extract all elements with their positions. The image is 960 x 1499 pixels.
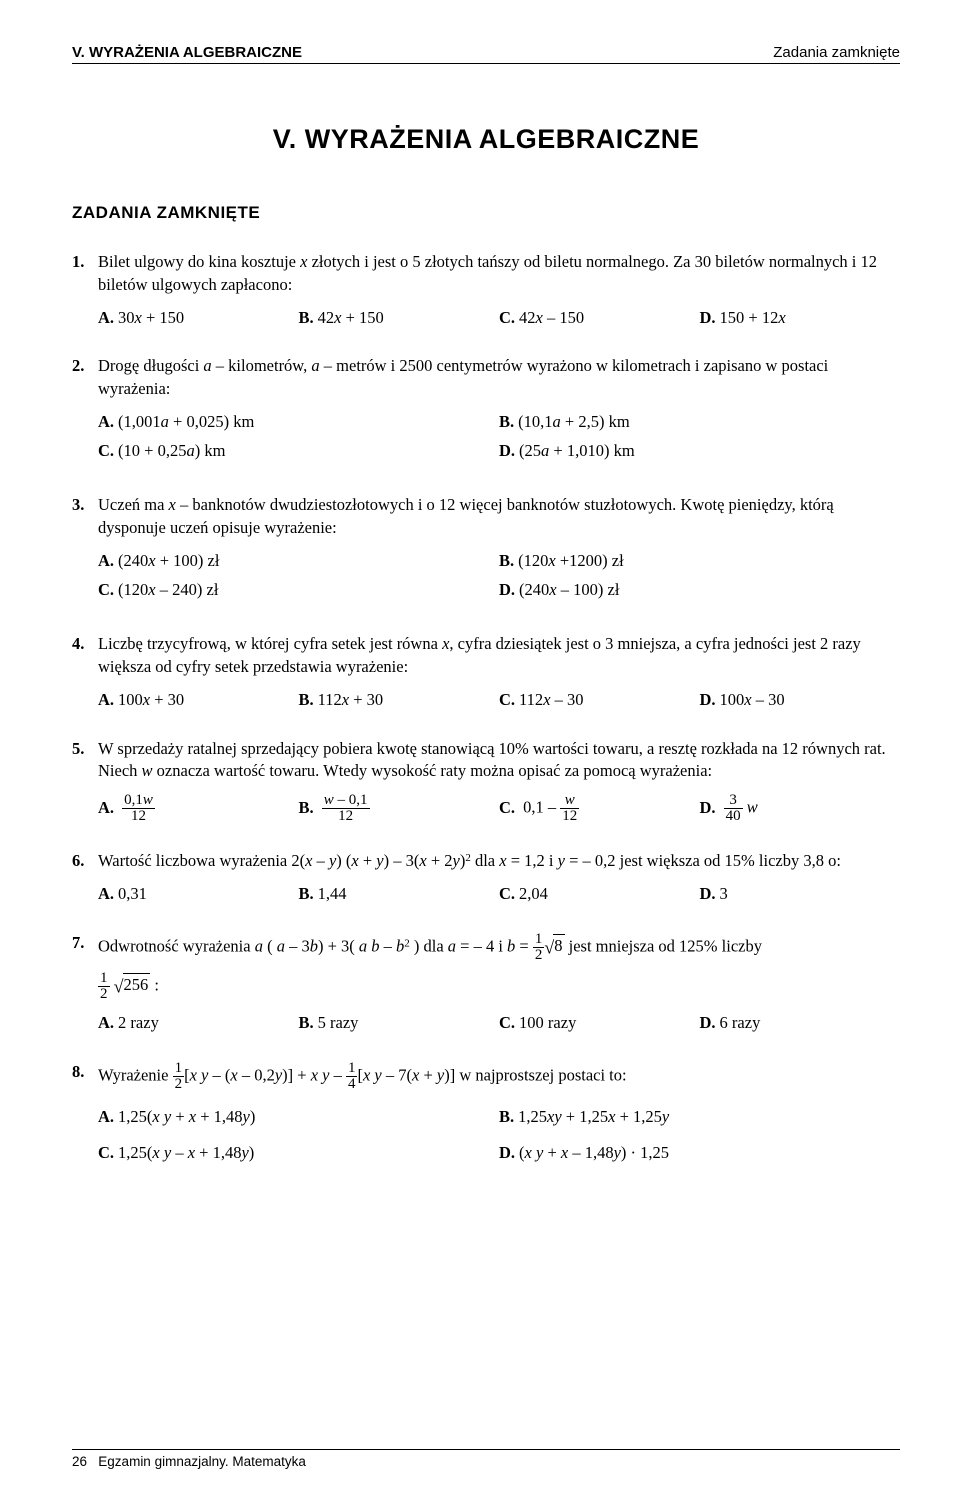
q2-number: 2. — [72, 355, 98, 401]
q4-text: Liczbę trzycyfrową, w której cyfra setek… — [98, 633, 900, 679]
q5-opt-b: B. w – 0,112 — [299, 793, 500, 824]
question-5: 5. W sprzedaży ratalnej sprzedający pobi… — [72, 738, 900, 825]
question-2: 2. Drogę długości a – kilometrów, a – me… — [72, 355, 900, 468]
q5-opt-d: D. 340 w — [700, 793, 901, 824]
q6-opt-d: D.3 — [700, 883, 901, 906]
q7-opt-b: B.5 razy — [299, 1012, 500, 1035]
q2-opt-c: C.(10 + 0,25a) km — [98, 440, 499, 463]
main-title: V. WYRAŻENIA ALGEBRAICZNE — [72, 124, 900, 155]
q3-opt-b: B.(120x +1200) zł — [499, 550, 900, 573]
q4-opt-d: D.100x – 30 — [700, 689, 901, 712]
q7-opt-a: A.2 razy — [98, 1012, 299, 1035]
footer-text: Egzamin gimnazjalny. Matematyka — [98, 1454, 306, 1469]
q1-options: A.30x + 150 B.42x + 150 C.42x – 150 D.15… — [98, 307, 900, 330]
q5-options: A. 0,1w12 B. w – 0,112 C. 0,1 – w12 D. 3… — [98, 793, 900, 824]
q8-opt-d: D.(x y + x – 1,48y) · 1,25 — [499, 1142, 900, 1165]
q3-options: A.(240x + 100) zł B.(120x +1200) zł C.(1… — [98, 550, 900, 608]
q8-opt-a: A.1,25(x y + x + 1,48y) — [98, 1106, 499, 1129]
q1-opt-c: C.42x – 150 — [499, 307, 700, 330]
q4-options: A.100x + 30 B.112x + 30 C.112x – 30 D.10… — [98, 689, 900, 712]
q3-opt-d: D.(240x – 100) zł — [499, 579, 900, 602]
q1-text: Bilet ulgowy do kina kosztuje x złotych … — [98, 251, 900, 297]
q4-opt-b: B.112x + 30 — [299, 689, 500, 712]
q2-opt-b: B.(10,1a + 2,5) km — [499, 411, 900, 434]
q2-opt-a: A.(1,001a + 0,025) km — [98, 411, 499, 434]
q8-opt-b: B.1,25xy + 1,25x + 1,25y — [499, 1106, 900, 1129]
q6-number: 6. — [72, 850, 98, 873]
q6-options: A.0,31 B.1,44 C.2,04 D.3 — [98, 883, 900, 906]
q2-opt-d: D.(25a + 1,010) km — [499, 440, 900, 463]
q8-text: Wyrażenie 12[x y – (x – 0,2y)] + x y – 1… — [98, 1061, 900, 1092]
q5-text: W sprzedaży ratalnej sprzedający pobiera… — [98, 738, 900, 784]
section-title: ZADANIA ZAMKNIĘTE — [72, 203, 900, 223]
q2-text: Drogę długości a – kilometrów, a – metró… — [98, 355, 900, 401]
q7-opt-c: C.100 razy — [499, 1012, 700, 1035]
q3-opt-c: C.(120x – 240) zł — [98, 579, 499, 602]
q7-text: Odwrotność wyrażenia a ( a – 3b) + 3( a … — [98, 932, 900, 1002]
q8-number: 8. — [72, 1061, 98, 1092]
q1-opt-a: A.30x + 150 — [98, 307, 299, 330]
q7-options: A.2 razy B.5 razy C.100 razy D.6 razy — [98, 1012, 900, 1035]
q3-text: Uczeń ma x – banknotów dwudziestozłotowy… — [98, 494, 900, 540]
q6-opt-b: B.1,44 — [299, 883, 500, 906]
page-number: 26 — [72, 1454, 87, 1469]
q6-opt-a: A.0,31 — [98, 883, 299, 906]
q8-options: A.1,25(x y + x + 1,48y) B.1,25xy + 1,25x… — [98, 1106, 900, 1172]
question-8: 8. Wyrażenie 12[x y – (x – 0,2y)] + x y … — [72, 1061, 900, 1172]
q7-number: 7. — [72, 932, 98, 1002]
q1-text-a: Bilet ulgowy do kina kosztuje — [98, 252, 300, 271]
q8-opt-c: C.1,25(x y – x + 1,48y) — [98, 1142, 499, 1165]
q4-opt-c: C.112x – 30 — [499, 689, 700, 712]
q1-opt-d: D.150 + 12x — [700, 307, 901, 330]
q6-text: Wartość liczbowa wyrażenia 2(x – y) (x +… — [98, 850, 900, 873]
q3-opt-a: A.(240x + 100) zł — [98, 550, 499, 573]
q1-number: 1. — [72, 251, 98, 297]
question-3: 3. Uczeń ma x – banknotów dwudziestozłot… — [72, 494, 900, 607]
q6-opt-c: C.2,04 — [499, 883, 700, 906]
q3-number: 3. — [72, 494, 98, 540]
q5-opt-a: A. 0,1w12 — [98, 793, 299, 824]
q4-number: 4. — [72, 633, 98, 679]
question-7: 7. Odwrotność wyrażenia a ( a – 3b) + 3(… — [72, 932, 900, 1035]
question-1: 1. Bilet ulgowy do kina kosztuje x złoty… — [72, 251, 900, 329]
q5-number: 5. — [72, 738, 98, 784]
page: V. WYRAŻENIA ALGEBRAICZNE Zadania zamkni… — [0, 0, 960, 1499]
q5-opt-c: C. 0,1 – w12 — [499, 793, 700, 824]
page-footer: 26 Egzamin gimnazjalny. Matematyka — [72, 1449, 900, 1469]
q2-options: A.(1,001a + 0,025) km B.(10,1a + 2,5) km… — [98, 411, 900, 469]
question-4: 4. Liczbę trzycyfrową, w której cyfra se… — [72, 633, 900, 711]
q4-opt-a: A.100x + 30 — [98, 689, 299, 712]
header-left: V. WYRAŻENIA ALGEBRAICZNE — [72, 44, 302, 61]
page-header: V. WYRAŻENIA ALGEBRAICZNE Zadania zamkni… — [72, 44, 900, 64]
header-right: Zadania zamknięte — [773, 44, 900, 61]
q1-opt-b: B.42x + 150 — [299, 307, 500, 330]
q7-opt-d: D.6 razy — [700, 1012, 901, 1035]
question-6: 6. Wartość liczbowa wyrażenia 2(x – y) (… — [72, 850, 900, 906]
